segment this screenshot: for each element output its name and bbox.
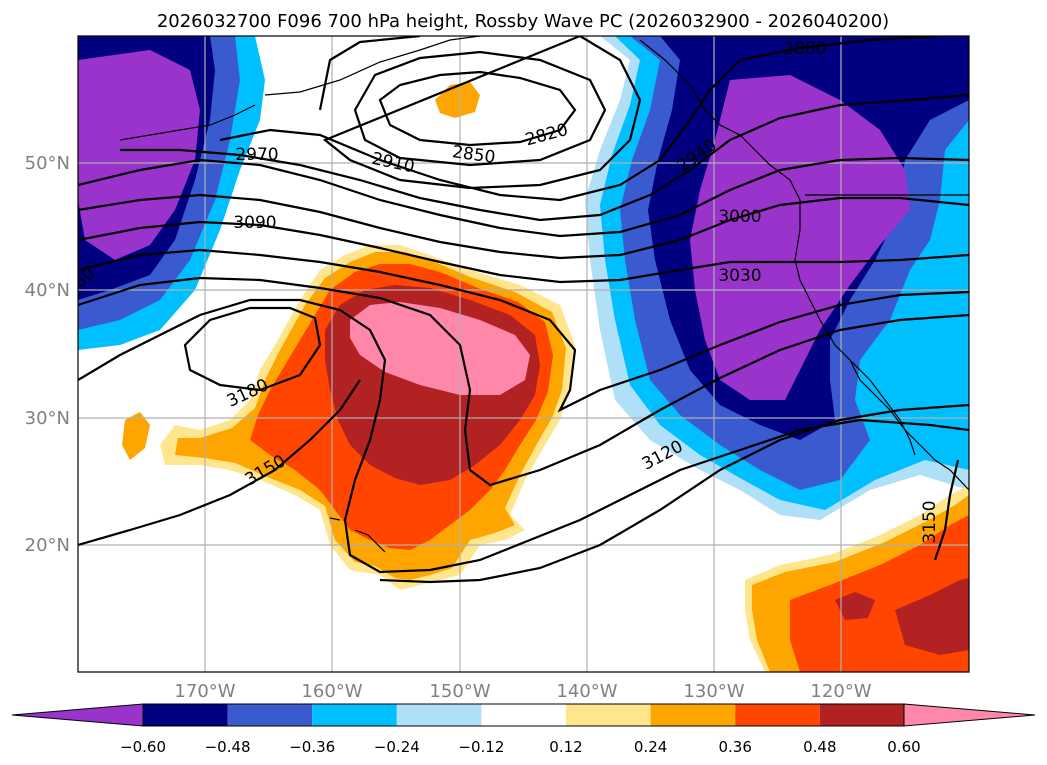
anomaly-se-darkred bbox=[895, 578, 969, 655]
contour-2970 bbox=[78, 156, 969, 238]
colorbar-bin bbox=[396, 704, 482, 726]
colorbar-tick-label: −0.60 bbox=[120, 738, 166, 756]
colorbar-bin bbox=[312, 704, 397, 726]
anomaly-central-pink bbox=[350, 302, 530, 395]
contour-2880 bbox=[318, 36, 642, 190]
latitude-labels: 50°N 40°N 30°N 20°N bbox=[25, 153, 70, 556]
contour-2910 bbox=[219, 36, 941, 202]
longitude-labels: 170°W 160°W 150°W 140°W 130°W 120°W bbox=[174, 681, 871, 702]
figure-title: 2026032700 F096 700 hPa height, Rossby W… bbox=[157, 11, 889, 32]
contour-2820 bbox=[378, 70, 577, 147]
colorbar-right-arrow bbox=[903, 703, 1036, 727]
lon-label: 130°W bbox=[683, 681, 744, 702]
contour-label: 3090 bbox=[233, 213, 276, 233]
contour-3120 bbox=[78, 379, 969, 584]
colorbar-tick-label: −0.12 bbox=[458, 738, 504, 756]
colorbar-bin bbox=[227, 704, 313, 726]
lon-label: 150°W bbox=[429, 681, 490, 702]
anomaly-ne-purple bbox=[690, 75, 910, 400]
anomaly-west-islands bbox=[122, 412, 150, 460]
contour-3060 bbox=[78, 248, 969, 413]
colorbar-bin bbox=[143, 704, 228, 726]
lat-label: 50°N bbox=[25, 153, 70, 174]
colorbar-tick-label: −0.48 bbox=[205, 738, 251, 756]
colorbar-tick-label: −0.24 bbox=[374, 738, 420, 756]
aleutians bbox=[119, 104, 256, 141]
contour-3180 bbox=[183, 306, 322, 392]
map-frame bbox=[77, 35, 970, 673]
contour-3000 bbox=[78, 193, 969, 260]
lon-label: 140°W bbox=[556, 681, 617, 702]
contour-2940 bbox=[120, 93, 969, 222]
colorbar-tick-label: 0.48 bbox=[803, 738, 836, 756]
anomaly-se-darkred-small bbox=[835, 592, 875, 620]
coastlines bbox=[119, 36, 969, 553]
contour-label: 3030 bbox=[718, 266, 761, 286]
colorbar-bin bbox=[650, 704, 736, 726]
map-shading: 2880 2820 2850 2910 2970 2940 3000 3090 … bbox=[78, 36, 969, 672]
lon-label: 120°W bbox=[810, 681, 871, 702]
lon-label: 160°W bbox=[301, 681, 362, 702]
colorbar-tick-label: 0.12 bbox=[549, 738, 582, 756]
lat-label: 40°N bbox=[25, 280, 70, 301]
contour-label: 3150 bbox=[920, 500, 940, 543]
colorbar-left-arrow bbox=[11, 703, 144, 727]
colorbar-tick-label: 0.24 bbox=[634, 738, 667, 756]
colorbar-tick-label: 0.36 bbox=[718, 738, 751, 756]
lon-label: 170°W bbox=[174, 681, 235, 702]
colorbar-frame bbox=[142, 703, 905, 727]
contour-3030 bbox=[78, 220, 969, 284]
colorbar-bin bbox=[819, 704, 904, 726]
colorbar-tick-label: 0.60 bbox=[887, 738, 920, 756]
height-contours bbox=[78, 36, 969, 584]
hawaii bbox=[329, 517, 386, 553]
colorbar-bin bbox=[481, 704, 566, 726]
contour-3150 bbox=[78, 298, 969, 574]
contour-3090 bbox=[78, 276, 969, 487]
alaska-coast bbox=[264, 36, 481, 96]
baja-california bbox=[849, 359, 916, 456]
contour-label: 2970 bbox=[235, 145, 278, 165]
lat-label: 30°N bbox=[25, 408, 70, 429]
colorbar-bin bbox=[566, 704, 651, 726]
contour-2850 bbox=[353, 50, 607, 167]
contour-3150-se bbox=[933, 459, 960, 561]
contour-label: 2880 bbox=[783, 39, 826, 59]
anomaly-nw-purple bbox=[78, 50, 200, 260]
contour-label: 3000 bbox=[718, 207, 761, 227]
colorbar-bin bbox=[735, 704, 820, 726]
colorbar-tick-label: −0.36 bbox=[289, 738, 335, 756]
colorbar: −0.60 −0.48 −0.36 −0.24 −0.12 0.12 0.24 … bbox=[11, 703, 1036, 756]
lat-label: 20°N bbox=[25, 535, 70, 556]
